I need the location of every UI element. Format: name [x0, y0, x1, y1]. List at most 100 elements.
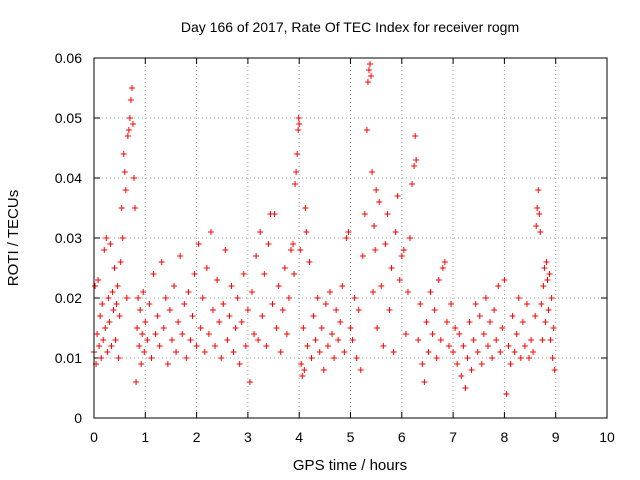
data-point: [456, 331, 463, 337]
data-point: [257, 229, 264, 235]
data-point: [369, 169, 376, 175]
data-point: [331, 355, 338, 361]
data-point: [441, 259, 448, 265]
data-point: [407, 235, 414, 241]
data-point: [526, 355, 533, 361]
data-point: [376, 199, 383, 205]
data-point: [96, 343, 103, 349]
data-point: [495, 283, 502, 289]
data-point: [505, 343, 512, 349]
points-layer: [91, 61, 558, 397]
x-tick-label: 3: [244, 429, 252, 445]
data-point: [540, 283, 547, 289]
data-point: [366, 61, 373, 67]
data-point: [205, 331, 212, 337]
data-point: [316, 349, 323, 355]
data-point: [373, 187, 380, 193]
data-point: [499, 325, 506, 331]
data-point: [507, 361, 514, 367]
data-point: [160, 325, 167, 331]
data-point: [304, 343, 311, 349]
data-point: [460, 343, 467, 349]
data-point: [295, 115, 302, 121]
data-point: [97, 313, 104, 319]
data-point: [314, 295, 321, 301]
data-point: [329, 331, 336, 337]
data-point: [294, 151, 301, 157]
data-point: [197, 325, 204, 331]
chart-title: Day 166 of 2017, Rate Of TEC Index for r…: [181, 19, 519, 35]
data-point: [478, 361, 485, 367]
data-point: [124, 133, 131, 139]
data-point: [222, 247, 229, 253]
data-point: [191, 271, 198, 277]
data-point: [544, 277, 551, 283]
data-point: [127, 97, 134, 103]
data-point: [532, 313, 539, 319]
data-point: [349, 337, 356, 343]
data-point: [281, 265, 288, 271]
data-point: [439, 265, 446, 271]
data-point: [371, 223, 378, 229]
data-point: [214, 277, 221, 283]
data-point: [409, 181, 416, 187]
y-axis-label: ROTI / TECUs: [5, 190, 22, 286]
data-point: [396, 277, 403, 283]
plot-frame: [93, 57, 608, 419]
data-point: [445, 343, 452, 349]
y-tick-label: 0.02: [55, 290, 82, 306]
data-point: [551, 367, 558, 373]
data-point: [232, 325, 239, 331]
data-point: [148, 355, 155, 361]
data-point: [181, 301, 188, 307]
data-point: [530, 349, 537, 355]
data-point: [326, 289, 333, 295]
data-point: [263, 343, 270, 349]
data-point: [347, 325, 354, 331]
data-point: [429, 331, 436, 337]
data-point: [175, 319, 182, 325]
data-point: [142, 319, 149, 325]
data-point: [341, 349, 348, 355]
data-point: [234, 295, 241, 301]
x-tick-label: 8: [501, 429, 509, 445]
data-point: [533, 223, 540, 229]
data-point: [103, 235, 110, 241]
x-tick-label: 2: [193, 429, 201, 445]
data-point: [291, 271, 298, 277]
data-point: [374, 325, 381, 331]
data-point: [177, 253, 184, 259]
data-point: [116, 313, 123, 319]
data-point: [411, 163, 418, 169]
data-point: [185, 289, 192, 295]
data-point: [173, 349, 180, 355]
data-point: [136, 343, 143, 349]
data-point: [134, 325, 141, 331]
data-point: [132, 205, 139, 211]
data-point: [108, 343, 115, 349]
data-point: [487, 319, 494, 325]
y-tick-label: 0.05: [55, 110, 82, 126]
data-point: [372, 247, 379, 253]
y-tick-label: 0.06: [55, 50, 82, 66]
data-point: [423, 319, 430, 325]
data-point: [547, 337, 554, 343]
data-point: [322, 301, 329, 307]
data-point: [105, 295, 112, 301]
data-point: [359, 253, 366, 259]
data-point: [246, 379, 253, 385]
data-point: [277, 349, 284, 355]
data-point: [228, 283, 235, 289]
data-point: [437, 337, 444, 343]
data-point: [464, 355, 471, 361]
data-point: [312, 337, 319, 343]
data-point: [466, 319, 473, 325]
data-point: [125, 127, 132, 133]
data-point: [361, 211, 368, 217]
data-point: [156, 343, 163, 349]
data-point: [140, 289, 147, 295]
data-point: [285, 295, 292, 301]
data-point: [259, 313, 266, 319]
data-point: [443, 319, 450, 325]
